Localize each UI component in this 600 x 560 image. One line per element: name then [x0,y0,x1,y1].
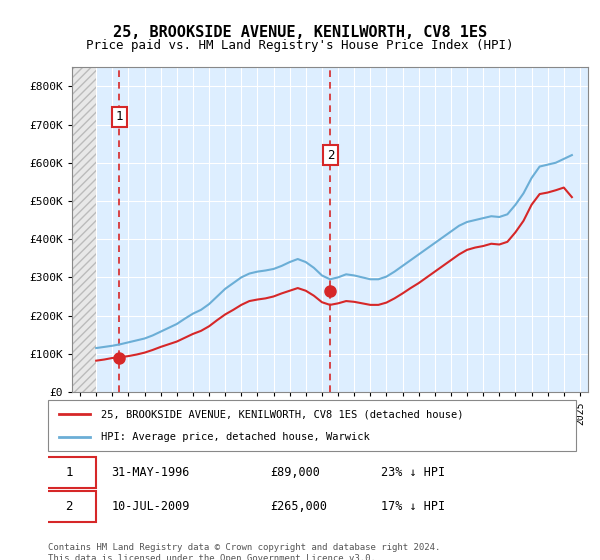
Text: 1: 1 [65,466,73,479]
Text: Contains HM Land Registry data © Crown copyright and database right 2024.
This d: Contains HM Land Registry data © Crown c… [48,543,440,560]
Text: HPI: Average price, detached house, Warwick: HPI: Average price, detached house, Warw… [101,432,370,442]
Text: 2: 2 [327,148,334,162]
FancyBboxPatch shape [43,457,95,488]
Text: £89,000: £89,000 [270,466,320,479]
Text: 1: 1 [115,110,123,123]
FancyBboxPatch shape [48,400,576,451]
Text: £265,000: £265,000 [270,500,327,514]
Text: 23% ↓ HPI: 23% ↓ HPI [380,466,445,479]
Text: 2: 2 [65,500,73,514]
Text: 31-MAY-1996: 31-MAY-1996 [112,466,190,479]
Text: 25, BROOKSIDE AVENUE, KENILWORTH, CV8 1ES: 25, BROOKSIDE AVENUE, KENILWORTH, CV8 1E… [113,25,487,40]
FancyBboxPatch shape [43,492,95,522]
Text: Price paid vs. HM Land Registry's House Price Index (HPI): Price paid vs. HM Land Registry's House … [86,39,514,52]
Text: 25, BROOKSIDE AVENUE, KENILWORTH, CV8 1ES (detached house): 25, BROOKSIDE AVENUE, KENILWORTH, CV8 1E… [101,409,463,419]
Text: 10-JUL-2009: 10-JUL-2009 [112,500,190,514]
Text: 17% ↓ HPI: 17% ↓ HPI [380,500,445,514]
Bar [72,67,96,392]
